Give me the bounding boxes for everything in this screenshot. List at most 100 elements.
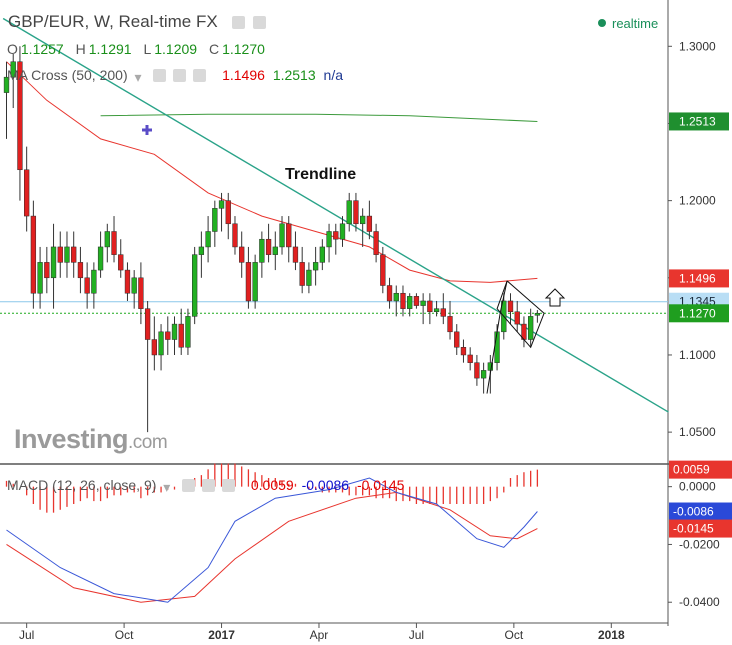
candle-down [467,354,473,363]
macd-axis-tick-label: 0.0000 [679,480,716,494]
candle-down [138,277,144,309]
x-tick-oct-2016: Oct [115,628,134,642]
candle-down [77,262,84,279]
candle-down [299,262,305,286]
ma-cross-label: MA Cross (50, 200) [7,67,128,83]
chart-title: GBP/EUR, W, Real-time FX [8,12,267,32]
candle-down [84,277,90,294]
chevron-down-icon[interactable]: ▾ [134,69,142,85]
candle-down [24,169,30,217]
realtime-status: realtime [598,16,658,31]
ma-cross-readout: MA Cross (50, 200) ▾ 1.1496 1.2513 n/a [7,67,343,85]
candle-down [427,300,433,313]
trendline-label: Trendline [285,166,357,183]
candle-down [17,61,23,171]
macd-readout: MACD (12, 26, close, 9) ▾ 0.0059 -0.0086… [7,477,405,495]
macd-label-text: -0.0145 [673,522,714,536]
candle-down [514,311,520,325]
candle-down [178,323,184,348]
macd-signal-value: -0.0145 [356,477,405,493]
candle-up [312,262,319,271]
candle-up [131,277,137,294]
price-axis-tick-label: 1.1000 [679,348,716,362]
price-label-box [669,304,729,323]
candle-down [239,246,245,263]
candle-down [373,231,379,255]
macd-axis-tick-label: -0.0200 [679,537,720,551]
price-label-text: 1.1496 [679,271,716,285]
candle-up [198,246,205,255]
price-axis-tick-label: 1.3000 [679,39,716,53]
candle-down [447,316,453,333]
candle-up [212,208,218,232]
price-label-text: 1.2513 [679,114,716,128]
candle-down [245,262,252,302]
ohlc-high: 1.1291 [88,41,132,57]
candle-up [171,323,178,340]
candle-up [91,269,97,294]
candle-down [265,238,272,255]
candle-down [507,300,514,313]
close-icon[interactable] [221,479,235,492]
investing-logo: Investing.com [14,424,168,455]
macd-signal-line [6,491,538,603]
close-icon[interactable] [193,69,207,82]
x-tick-2017: 2017 [208,628,235,642]
x-tick-2018: 2018 [598,628,625,642]
macd-label-text: 0.0059 [673,463,710,477]
ohlc-open: 1.1257 [20,41,64,57]
chevron-down-icon[interactable]: ▾ [163,479,171,495]
macd-axis-tick-label: -0.0400 [679,595,720,609]
candle-up [218,200,225,209]
candle-down [440,308,446,317]
candle-up [259,238,265,263]
x-tick-apr-2017: Apr [310,628,329,642]
ohlc-key-high: H [75,41,86,57]
macd-line-value: -0.0086 [301,477,350,493]
candle-up [279,223,285,248]
macd-line [6,477,538,603]
gear-icon[interactable] [173,69,187,82]
gear-icon[interactable] [202,479,216,492]
candle-up [319,246,325,263]
candle-down [366,215,373,232]
ohlc-low: 1.1209 [154,41,198,57]
price-axis-tick-label: 1.2000 [679,194,716,208]
macd-label-box [669,502,732,521]
candle-down [333,231,339,240]
candle-up [205,231,211,248]
ohlc-key-close: C [208,41,220,57]
macd-hist-value: 0.0059 [250,477,294,493]
arrow-up-drawing [544,288,566,307]
eye-icon[interactable] [182,479,196,492]
eye-icon[interactable] [232,16,246,29]
candle-down [232,223,238,248]
candle-down [144,308,151,340]
x-tick-jul-2016: Jul [19,628,34,642]
candle-down [353,200,359,225]
candle-down [292,246,299,263]
ma-slow-value: 1.2513 [272,67,316,83]
x-tick-jul-2017: Jul [409,628,424,642]
price-label-text: 1.1270 [679,306,716,320]
gear-icon[interactable] [253,16,267,29]
crosshair-marker-icon [142,125,152,135]
trendline-drawing [2,17,669,413]
ma-extra-value: n/a [323,67,343,83]
candle-up [494,331,500,363]
candle-up [480,370,487,379]
eye-icon[interactable] [153,69,167,82]
candle-up [433,308,440,313]
macd-label-box [669,460,732,479]
candle-up [10,61,16,78]
candle-up [346,200,352,225]
candle-up [534,313,541,316]
macd-label-text: -0.0086 [673,505,714,519]
candle-up [420,300,426,306]
candle-down [380,254,386,286]
candle-up [272,246,278,255]
candle-up [252,262,258,302]
candle-up [407,296,413,309]
candle-up [64,246,70,263]
